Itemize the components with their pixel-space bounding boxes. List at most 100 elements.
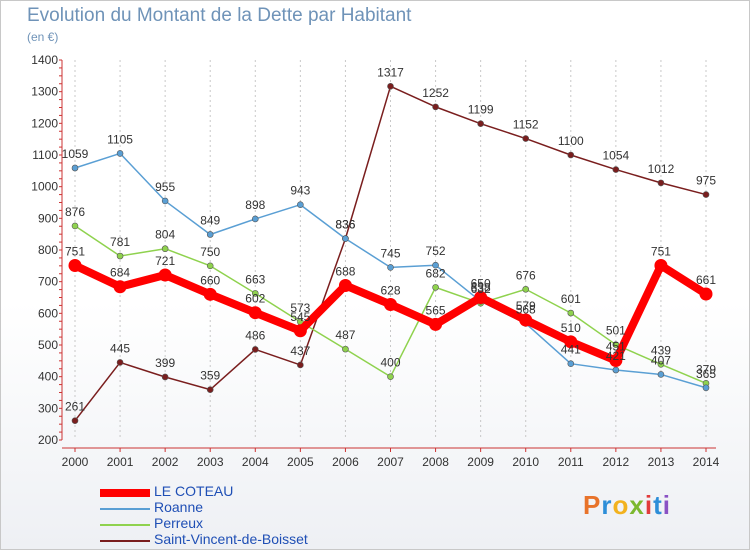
data-point bbox=[429, 317, 443, 331]
data-point bbox=[522, 135, 530, 142]
data-point bbox=[251, 290, 259, 297]
data-label: 1252 bbox=[422, 86, 449, 100]
data-label: 437 bbox=[290, 344, 310, 358]
x-tick-label: 2011 bbox=[558, 455, 584, 469]
data-point bbox=[297, 201, 304, 209]
data-label: 1317 bbox=[377, 65, 404, 79]
x-tick-label: 2009 bbox=[467, 455, 494, 469]
data-label: 663 bbox=[245, 272, 265, 286]
data-label: 441 bbox=[561, 343, 581, 357]
data-label: 261 bbox=[65, 400, 85, 414]
data-label: 781 bbox=[110, 235, 130, 249]
data-point bbox=[297, 361, 304, 369]
data-label: 750 bbox=[200, 245, 220, 259]
data-point bbox=[657, 179, 665, 187]
data-point bbox=[567, 360, 575, 367]
data-label: 628 bbox=[380, 283, 400, 297]
data-point bbox=[161, 373, 169, 381]
data-label: 407 bbox=[651, 353, 671, 367]
data-point bbox=[161, 245, 169, 253]
data-point bbox=[657, 361, 665, 368]
data-label: 849 bbox=[200, 213, 220, 227]
legend-label: Saint-Vincent-de-Boisset bbox=[154, 531, 308, 547]
y-tick-label: 200 bbox=[38, 433, 58, 447]
legend-label: LE COTEAU bbox=[154, 483, 234, 499]
x-tick-label: 2010 bbox=[512, 455, 539, 469]
data-label: 684 bbox=[110, 266, 130, 280]
data-point bbox=[203, 287, 217, 301]
data-point bbox=[113, 280, 127, 294]
data-point bbox=[161, 197, 169, 205]
y-tick-label: 600 bbox=[38, 306, 58, 320]
data-label: 632 bbox=[471, 282, 491, 296]
data-label: 421 bbox=[606, 349, 626, 363]
data-label: 1059 bbox=[62, 147, 89, 161]
x-tick-label: 2005 bbox=[287, 455, 314, 469]
data-label: 501 bbox=[606, 324, 626, 338]
x-tick-label: 2014 bbox=[693, 455, 720, 469]
data-point bbox=[654, 259, 668, 273]
proxiti-logo: Proxiti bbox=[583, 490, 671, 520]
data-label: 487 bbox=[335, 328, 355, 342]
data-label: 650 bbox=[471, 277, 491, 291]
data-point bbox=[116, 150, 124, 157]
data-label: 1054 bbox=[603, 149, 630, 163]
data-point bbox=[432, 261, 439, 269]
y-tick-label: 500 bbox=[38, 338, 58, 352]
data-label: 1152 bbox=[513, 118, 539, 132]
data-point bbox=[71, 417, 79, 424]
data-label: 836 bbox=[335, 218, 355, 232]
chart-title: Evolution du Montant de la Dette par Hab… bbox=[27, 5, 412, 26]
data-label: 745 bbox=[380, 246, 400, 260]
x-tick-label: 2002 bbox=[152, 455, 179, 469]
data-point bbox=[338, 278, 352, 292]
data-point bbox=[206, 262, 214, 270]
data-label: 573 bbox=[290, 301, 310, 315]
y-tick-label: 700 bbox=[38, 275, 58, 289]
data-label: 486 bbox=[245, 328, 265, 342]
data-label: 568 bbox=[516, 302, 536, 316]
data-point bbox=[657, 371, 665, 378]
chart-unit: (en €) bbox=[27, 30, 59, 44]
data-label: 943 bbox=[290, 184, 310, 198]
data-point bbox=[519, 313, 533, 327]
data-point bbox=[71, 222, 79, 230]
x-tick-label: 2003 bbox=[197, 455, 224, 469]
data-label: 676 bbox=[516, 268, 536, 282]
y-tick-label: 1100 bbox=[32, 148, 58, 162]
data-point bbox=[612, 366, 620, 374]
data-point bbox=[522, 285, 530, 293]
legend-swatch bbox=[100, 501, 150, 517]
x-tick-label: 2007 bbox=[377, 455, 404, 469]
data-label: 445 bbox=[110, 341, 130, 355]
data-label: 898 bbox=[245, 198, 265, 212]
data-label: 682 bbox=[426, 266, 446, 280]
data-point bbox=[567, 151, 575, 159]
data-label: 365 bbox=[696, 367, 716, 381]
data-point bbox=[702, 191, 710, 198]
data-label: 359 bbox=[200, 369, 220, 383]
data-point bbox=[158, 268, 172, 282]
data-label: 379 bbox=[696, 362, 716, 376]
y-tick-label: 1200 bbox=[31, 116, 58, 130]
data-point bbox=[612, 166, 620, 173]
data-point bbox=[251, 346, 259, 353]
data-label: 752 bbox=[426, 244, 446, 258]
data-point bbox=[71, 164, 79, 172]
data-point bbox=[384, 297, 397, 311]
x-tick-label: 2004 bbox=[242, 455, 269, 469]
data-label: 510 bbox=[561, 321, 581, 335]
data-point bbox=[387, 264, 394, 271]
data-point bbox=[477, 120, 484, 127]
data-label: 602 bbox=[245, 292, 265, 306]
data-label: 661 bbox=[696, 273, 716, 287]
y-tick-label: 900 bbox=[38, 211, 58, 225]
y-tick-label: 800 bbox=[38, 243, 58, 257]
data-point bbox=[206, 386, 214, 393]
data-point bbox=[342, 235, 349, 242]
data-label: 399 bbox=[155, 356, 175, 370]
data-label: 876 bbox=[65, 205, 85, 219]
x-tick-label: 2008 bbox=[422, 455, 449, 469]
y-tick-label: 400 bbox=[38, 370, 58, 384]
